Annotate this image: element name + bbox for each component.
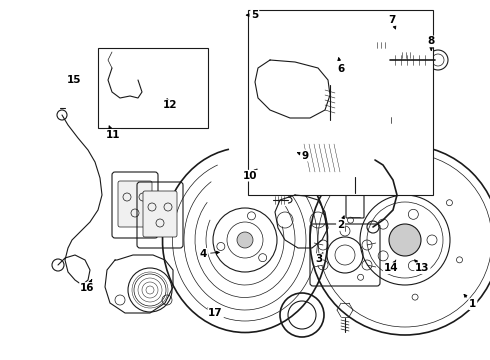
Text: 17: 17 xyxy=(207,308,223,318)
Bar xyxy=(98,48,208,128)
Text: 16: 16 xyxy=(80,280,95,293)
Text: 8: 8 xyxy=(428,36,435,50)
Text: 3: 3 xyxy=(315,253,323,264)
Circle shape xyxy=(237,232,253,248)
Circle shape xyxy=(389,224,421,256)
Bar xyxy=(248,10,433,195)
Text: 11: 11 xyxy=(105,126,120,140)
Text: 2: 2 xyxy=(337,216,344,230)
Text: 4: 4 xyxy=(199,249,219,259)
Text: 1: 1 xyxy=(464,294,476,309)
Text: 5: 5 xyxy=(246,10,258,20)
Text: 13: 13 xyxy=(415,260,430,273)
Text: 10: 10 xyxy=(243,169,257,181)
Text: 12: 12 xyxy=(163,99,178,110)
Text: 9: 9 xyxy=(297,150,308,161)
FancyBboxPatch shape xyxy=(143,191,177,237)
FancyBboxPatch shape xyxy=(118,181,152,227)
Text: 15: 15 xyxy=(67,75,82,85)
Text: 14: 14 xyxy=(384,260,398,273)
Text: 7: 7 xyxy=(388,15,396,29)
Text: 6: 6 xyxy=(337,58,344,74)
